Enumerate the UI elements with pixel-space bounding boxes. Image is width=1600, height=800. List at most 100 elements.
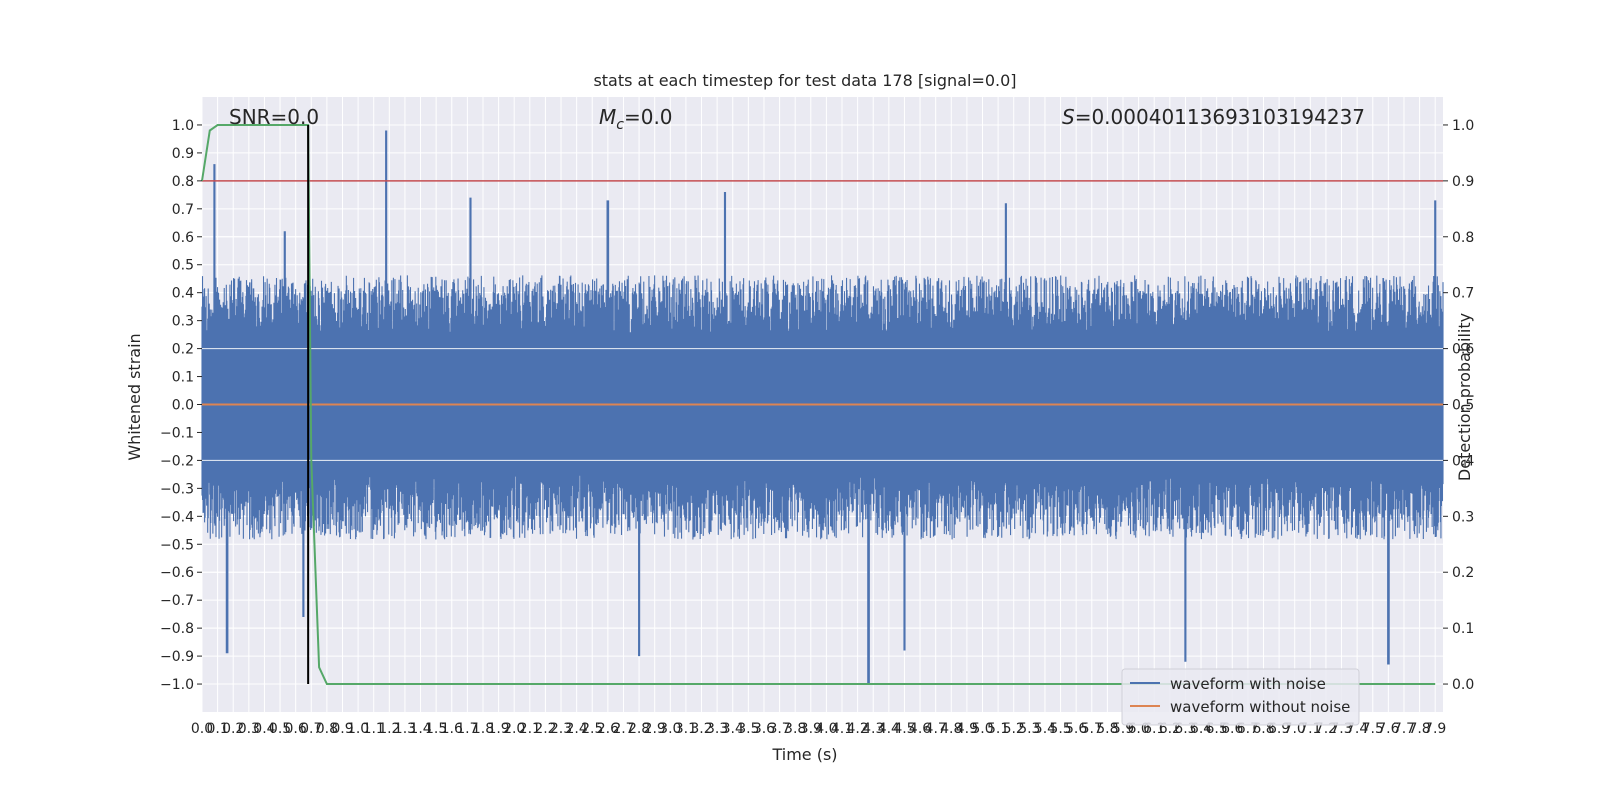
y-tick-label: 0.0 <box>172 398 194 414</box>
x-tick-label: 5.2 <box>1003 721 1025 737</box>
y-tick-label: 0.4 <box>172 286 194 302</box>
x-tick-label: 7.8 <box>1408 721 1430 737</box>
chirp-mass-annotation: Mc=0.0 <box>599 105 673 133</box>
x-tick-label: 1.8 <box>472 721 494 737</box>
y-tick-label: 0.7 <box>172 202 194 218</box>
y-tick-label: −0.9 <box>160 649 194 665</box>
x-tick-label: 3.1 <box>675 721 697 737</box>
y-axis-right: 1.0 0.9 0.8 0.7 0.6 0.5 0.4 0.3 0.2 0.1 0.0 <box>1443 118 1474 693</box>
x-tick-label: 5.7 <box>1081 721 1103 737</box>
legend: waveform with noise waveform without noi… <box>1121 668 1360 726</box>
y2-tick-label: 0.8 <box>1452 230 1474 246</box>
x-tick-label: 1.7 <box>456 721 478 737</box>
x-tick-label: 2.6 <box>597 721 619 737</box>
x-tick-label: 7.5 <box>1362 721 1384 737</box>
x-tick-label: 1.9 <box>487 721 509 737</box>
y-tick-label: −0.2 <box>160 453 194 469</box>
x-tick-label: 2.0 <box>503 721 525 737</box>
series-detection-probability <box>201 124 1436 685</box>
x-tick-label: 4.0 <box>815 721 837 737</box>
y-tick-label: 0.5 <box>172 258 194 274</box>
x-tick-label: 3.6 <box>753 721 775 737</box>
x-tick-label: 4.1 <box>831 721 853 737</box>
x-tick-label: 2.2 <box>534 721 556 737</box>
s-value: =0.00040113693103194237 <box>1075 105 1365 129</box>
x-tick-label: 1.0 <box>347 721 369 737</box>
x-tick-label: 5.5 <box>1049 721 1071 737</box>
y2-tick-label: 0.0 <box>1452 677 1474 693</box>
y2-tick-label: 1.0 <box>1452 118 1474 134</box>
x-tick-label: 1.4 <box>409 721 431 737</box>
x-tick-label: 5.1 <box>987 721 1009 737</box>
x-tick-label: 4.4 <box>878 721 900 737</box>
y2-tick-label: 0.2 <box>1452 565 1474 581</box>
y2-tick-label: 0.6 <box>1452 342 1474 358</box>
y-tick-label: 0.3 <box>172 314 194 330</box>
s-annotation: S=0.00040113693103194237 <box>1062 105 1365 129</box>
legend-label-clean: waveform without noise <box>1170 698 1350 716</box>
y-tick-label: 0.9 <box>172 146 194 162</box>
x-tick-label: 3.7 <box>768 721 790 737</box>
x-tick-label: 0.9 <box>331 721 353 737</box>
x-tick-label: 2.9 <box>644 721 666 737</box>
y2-tick-label: 0.9 <box>1452 174 1474 190</box>
y-tick-label: 1.0 <box>172 118 194 134</box>
y-tick-label: −0.3 <box>160 481 194 497</box>
x-tick-label: 5.0 <box>971 721 993 737</box>
x-axis-label: Time (s) <box>771 745 837 764</box>
series-waveform-with-noise-core <box>202 351 1443 464</box>
x-tick-label: 4.5 <box>893 721 915 737</box>
x-tick-label: 3.2 <box>690 721 712 737</box>
x-tick-label: 1.6 <box>441 721 463 737</box>
y2-axis-label: Detection probability <box>1455 313 1474 481</box>
y-tick-label: −0.6 <box>160 565 194 581</box>
x-tick-label: 7.7 <box>1393 721 1415 737</box>
legend-box <box>1121 668 1360 726</box>
x-tick-label: 0.8 <box>316 721 338 737</box>
y-tick-label: −0.5 <box>160 537 194 553</box>
y2-tick-label: 0.5 <box>1452 398 1474 414</box>
x-tick-label: 4.6 <box>909 721 931 737</box>
x-tick-label: 0.0 <box>191 721 213 737</box>
x-tick-label: 5.4 <box>1034 721 1056 737</box>
x-tick-label: 1.2 <box>378 721 400 737</box>
x-tick-label: 7.9 <box>1424 721 1446 737</box>
y-tick-label: −0.7 <box>160 593 194 609</box>
y-tick-label: −0.8 <box>160 621 194 637</box>
chirp-mass-subscript: c <box>616 117 624 133</box>
x-tick-label: 1.3 <box>394 721 416 737</box>
x-tick-label: 0.7 <box>300 721 322 737</box>
x-tick-label: 4.3 <box>862 721 884 737</box>
plot-series <box>201 124 1444 685</box>
x-tick-label: 4.7 <box>925 721 947 737</box>
x-tick-label: 2.1 <box>519 721 541 737</box>
x-tick-label: 4.8 <box>940 721 962 737</box>
x-tick-label: 2.3 <box>550 721 572 737</box>
legend-label-noise: waveform with noise <box>1170 675 1326 693</box>
x-tick-label: 0.2 <box>222 721 244 737</box>
x-tick-label: 5.3 <box>1018 721 1040 737</box>
x-tick-label: 4.2 <box>846 721 868 737</box>
chirp-mass-symbol: M <box>599 105 616 129</box>
y-axis-label: Whitened strain <box>125 333 144 460</box>
x-tick-label: 2.8 <box>628 721 650 737</box>
y2-tick-label: 0.1 <box>1452 621 1474 637</box>
x-tick-label: 4.9 <box>956 721 978 737</box>
y2-tick-label: 0.3 <box>1452 509 1474 525</box>
chart-title: stats at each timestep for test data 178… <box>593 71 1016 90</box>
y-axis-left: 1.0 0.9 0.8 0.7 0.6 0.5 0.4 0.3 0.2 0.1 0.0 −0.1 −0.… <box>160 118 202 693</box>
x-tick-label: 0.1 <box>206 721 228 737</box>
y-tick-label: 0.8 <box>172 174 194 190</box>
x-tick-label: 1.5 <box>425 721 447 737</box>
x-tick-label: 3.4 <box>722 721 744 737</box>
y2-tick-label: 0.7 <box>1452 286 1474 302</box>
snr-annotation: SNR=0.0 <box>229 105 319 129</box>
x-tick-label: 3.9 <box>800 721 822 737</box>
x-tick-label: 3.3 <box>706 721 728 737</box>
y-tick-label: −1.0 <box>160 677 194 693</box>
x-tick-label: 7.6 <box>1377 721 1399 737</box>
x-tick-label: 3.0 <box>659 721 681 737</box>
y-tick-label: −0.1 <box>160 425 194 441</box>
y-tick-label: 0.1 <box>172 370 194 386</box>
